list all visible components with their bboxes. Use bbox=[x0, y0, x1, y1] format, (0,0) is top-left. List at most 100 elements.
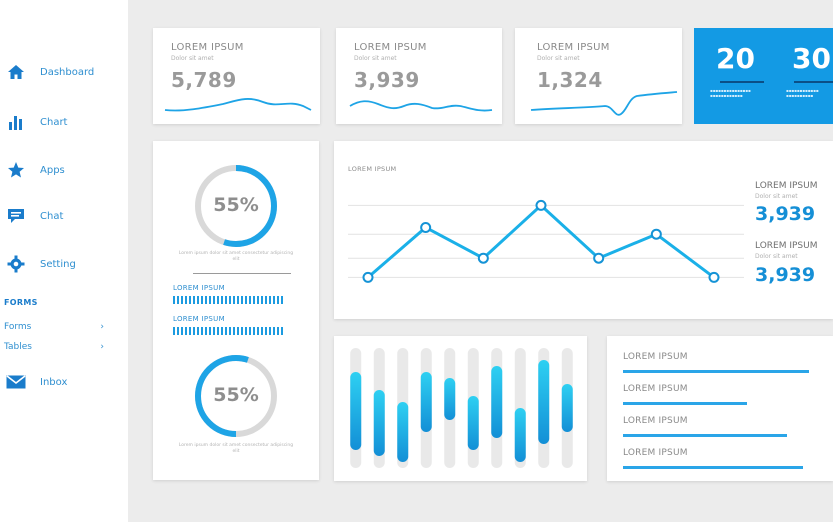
forms-heading: FORMS bbox=[4, 298, 38, 307]
sidebar-item-label: Forms bbox=[4, 322, 32, 332]
stat-card-title: LOREM IPSUM bbox=[537, 42, 610, 53]
sidebar: Dashboard Chart Apps Chat Setting FORMS … bbox=[0, 0, 128, 522]
progress-label: LOREM IPSUM bbox=[623, 384, 688, 394]
donut-arc bbox=[195, 355, 277, 437]
progress-label: LOREM IPSUM bbox=[623, 352, 688, 362]
range-bar-chart bbox=[350, 348, 573, 468]
line-chart bbox=[348, 199, 744, 283]
side-stat-title: LOREM IPSUM bbox=[755, 181, 818, 191]
sidebar-item-label: Tables bbox=[4, 342, 32, 352]
bar-chart-panel bbox=[334, 336, 587, 481]
bar[interactable] bbox=[444, 378, 456, 420]
sidebar-item-chat[interactable]: Chat bbox=[6, 204, 63, 228]
bar-label: LOREM IPSUM bbox=[173, 315, 225, 323]
stat-card-title: LOREM IPSUM bbox=[354, 42, 427, 53]
bar[interactable] bbox=[491, 366, 503, 438]
stat-card-value: 5,789 bbox=[171, 68, 237, 92]
side-stat-subtitle: Dolor sit amet bbox=[755, 193, 798, 200]
progress-bar bbox=[623, 370, 809, 373]
progress-panel: LOREM IPSUM LOREM IPSUM LOREM IPSUM LORE… bbox=[607, 336, 833, 481]
stat-card-value: 1,324 bbox=[537, 68, 603, 92]
side-stat-value[interactable]: 3,939 bbox=[755, 203, 816, 225]
donut-panel: 55% Lorem ipsum dolor sit amet consectet… bbox=[153, 141, 319, 480]
series-line bbox=[367, 203, 715, 279]
line-chart-panel: LOREM IPSUM LOREM IPSUM Dolor sit amet 3… bbox=[334, 141, 833, 319]
donut-percent: 55% bbox=[213, 194, 259, 216]
sidebar-item-dashboard[interactable]: Dashboard bbox=[6, 60, 94, 84]
sidebar-item-forms[interactable]: Forms › bbox=[4, 322, 104, 332]
bar[interactable] bbox=[397, 402, 409, 462]
sidebar-item-label: Setting bbox=[40, 258, 76, 270]
stat-card-subtitle: Dolor sit amet bbox=[354, 55, 397, 62]
data-point[interactable] bbox=[420, 221, 432, 233]
data-point[interactable] bbox=[708, 271, 720, 283]
progress-label: LOREM IPSUM bbox=[623, 416, 688, 426]
chat-icon bbox=[6, 206, 26, 226]
star-icon bbox=[6, 160, 26, 180]
bar[interactable] bbox=[538, 360, 550, 444]
donut-caption: Lorem ipsum dolor sit amet consectetur a… bbox=[178, 251, 294, 262]
data-point[interactable] bbox=[477, 252, 489, 264]
stat-card[interactable]: LOREM IPSUM Dolor sit amet 5,789 bbox=[153, 28, 320, 124]
side-stat-subtitle: Dolor sit amet bbox=[755, 253, 798, 260]
bar[interactable] bbox=[373, 390, 385, 456]
data-point[interactable] bbox=[362, 271, 374, 283]
progress-bar bbox=[623, 434, 787, 437]
summary-caption: ▪▪▪▪▪▪▪▪▪▪▪▪ ▪▪▪▪▪▪▪▪▪▪ bbox=[786, 88, 819, 98]
stat-card-title: LOREM IPSUM bbox=[171, 42, 244, 53]
sparkline bbox=[349, 100, 493, 112]
bar-label: LOREM IPSUM bbox=[173, 284, 225, 292]
donut-percent: 55% bbox=[213, 384, 259, 406]
data-point[interactable] bbox=[650, 228, 662, 240]
stat-card-subtitle: Dolor sit amet bbox=[171, 55, 214, 62]
sidebar-item-inbox[interactable]: Inbox bbox=[6, 370, 67, 394]
striped-bar bbox=[173, 327, 285, 335]
stat-card-value: 3,939 bbox=[354, 68, 420, 92]
sidebar-item-chart[interactable]: Chart bbox=[6, 110, 67, 134]
chevron-right-icon: › bbox=[100, 342, 104, 352]
progress-bar bbox=[623, 466, 803, 469]
sidebar-item-apps[interactable]: Apps bbox=[6, 158, 65, 182]
gear-icon bbox=[6, 254, 26, 274]
sidebar-item-label: Chat bbox=[40, 210, 64, 222]
summary-number: 20 bbox=[716, 42, 755, 75]
divider bbox=[193, 273, 291, 274]
mail-icon bbox=[6, 372, 26, 392]
stat-card[interactable]: LOREM IPSUM Dolor sit amet 1,324 bbox=[515, 28, 682, 124]
progress-label: LOREM IPSUM bbox=[623, 448, 688, 458]
sidebar-item-label: Dashboard bbox=[40, 66, 95, 78]
summary-card[interactable]: 20 ▪▪▪▪▪▪▪▪▪▪▪▪▪▪▪ ▪▪▪▪▪▪▪▪▪▪▪▪ 30 ▪▪▪▪▪▪… bbox=[694, 28, 833, 124]
bar[interactable] bbox=[420, 372, 432, 432]
donut-chart bbox=[195, 165, 277, 247]
bar[interactable] bbox=[514, 408, 526, 462]
donut-caption: Lorem ipsum dolor sit amet consectetur a… bbox=[178, 443, 294, 454]
divider bbox=[720, 81, 764, 83]
divider bbox=[794, 81, 833, 83]
summary-number: 30 bbox=[792, 42, 831, 75]
sidebar-item-label: Inbox bbox=[40, 376, 68, 388]
donut-chart bbox=[195, 355, 277, 437]
sidebar-item-label: Apps bbox=[40, 164, 65, 176]
sparkline bbox=[164, 98, 312, 112]
chevron-right-icon: › bbox=[100, 322, 104, 332]
striped-bar bbox=[173, 296, 285, 304]
data-point[interactable] bbox=[535, 199, 547, 211]
side-stat-title: LOREM IPSUM bbox=[755, 241, 818, 251]
stat-card[interactable]: LOREM IPSUM Dolor sit amet 3,939 bbox=[336, 28, 502, 124]
summary-caption: ▪▪▪▪▪▪▪▪▪▪▪▪▪▪▪ ▪▪▪▪▪▪▪▪▪▪▪▪ bbox=[710, 88, 751, 98]
bar[interactable] bbox=[561, 384, 573, 432]
donut-arc bbox=[195, 165, 277, 247]
sidebar-item-tables[interactable]: Tables › bbox=[4, 342, 104, 352]
bar-chart-icon bbox=[6, 112, 26, 132]
data-point[interactable] bbox=[593, 252, 605, 264]
sidebar-item-label: Chart bbox=[40, 116, 68, 128]
bar[interactable] bbox=[467, 396, 479, 450]
bar[interactable] bbox=[350, 372, 362, 450]
progress-bar bbox=[623, 402, 747, 405]
home-icon bbox=[6, 62, 26, 82]
chart-title: LOREM IPSUM bbox=[348, 165, 397, 173]
side-stat-value[interactable]: 3,939 bbox=[755, 264, 816, 286]
sparkline bbox=[530, 91, 678, 116]
stat-card-subtitle: Dolor sit amet bbox=[537, 55, 580, 62]
sidebar-item-setting[interactable]: Setting bbox=[6, 252, 76, 276]
